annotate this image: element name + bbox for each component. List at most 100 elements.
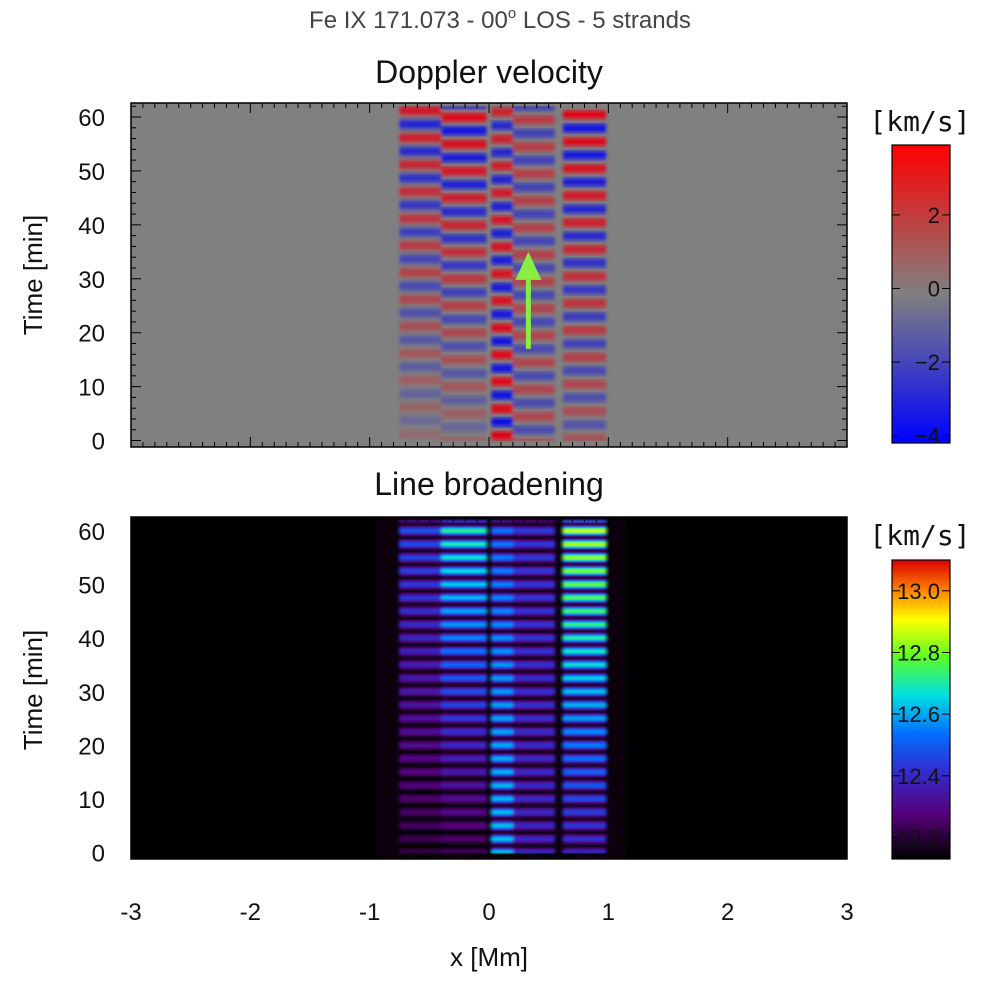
broadening-cell (399, 669, 442, 671)
broadening-cell (399, 718, 442, 721)
broadening-cell (441, 535, 487, 537)
doppler-cell (441, 222, 487, 226)
broadening-cell (441, 607, 487, 610)
broadening-cell (399, 729, 442, 732)
broadening-cell (512, 801, 555, 804)
broadening-cell (399, 675, 442, 678)
broadening-cell (563, 694, 606, 697)
doppler-cell (563, 254, 606, 258)
broadening-cell (512, 738, 555, 741)
broadening-cell (563, 557, 606, 560)
doppler-cell (399, 429, 442, 433)
doppler-cell (512, 243, 555, 247)
broadening-cell (563, 536, 606, 539)
doppler-cell (563, 141, 606, 145)
broadening-cell (512, 674, 555, 677)
doppler-cell (512, 324, 555, 328)
doppler-cell (512, 165, 555, 169)
broadening-cell (512, 559, 555, 561)
broadening-cell (512, 828, 555, 831)
broadening-cell (512, 553, 555, 556)
doppler-cell (399, 238, 442, 242)
broadening-cell (441, 719, 487, 722)
doppler-cell (399, 319, 442, 323)
broadening-cell (399, 603, 442, 606)
doppler-cell (441, 313, 487, 318)
broadening-cell (512, 729, 555, 732)
doppler-cell (563, 421, 606, 425)
broadening-cell (563, 677, 606, 679)
broadening-cell (399, 540, 442, 543)
doppler-cell (441, 219, 487, 223)
doppler-cell (563, 370, 606, 374)
broadening-cell (399, 817, 442, 820)
broadening-cell (563, 635, 606, 638)
broadening-cell (399, 536, 442, 539)
broadening-cell (399, 848, 442, 851)
broadening-cell (563, 772, 606, 775)
broadening-cell (399, 845, 442, 848)
broadening-cell (512, 803, 555, 805)
doppler-cell (512, 351, 555, 355)
broadening-cell (399, 694, 442, 697)
doppler-cell (563, 405, 606, 409)
doppler-cell (441, 179, 487, 183)
broadening-cell (441, 520, 487, 523)
doppler-cell (512, 346, 555, 350)
broadening-cell (512, 545, 555, 548)
broadening-cell (399, 559, 442, 561)
broadening-cell (563, 658, 606, 661)
doppler-cell (563, 378, 606, 382)
broadening-cell (563, 614, 606, 616)
broadening-cell (512, 627, 555, 630)
doppler-cell (441, 230, 487, 234)
broadening-cell (399, 753, 442, 756)
broadening-cell (512, 595, 555, 598)
broadening-cell (512, 536, 555, 539)
colorbar-tick-label: 12.4 (897, 764, 940, 789)
broadening-cell (563, 812, 606, 815)
doppler-cell (441, 421, 487, 425)
doppler-cell (399, 216, 442, 221)
broadening-cell (399, 659, 442, 662)
x-tick-label: 0 (482, 899, 495, 926)
broadening-cell (441, 681, 487, 683)
doppler-cell (512, 138, 555, 142)
doppler-cell (512, 257, 555, 261)
broadening-cell (563, 723, 606, 726)
doppler-cell (441, 265, 487, 269)
broadening-cell (512, 579, 555, 582)
broadening-cell (512, 785, 555, 788)
doppler-cell (563, 319, 606, 323)
broadening-cell (563, 733, 606, 736)
doppler-cell (512, 378, 555, 382)
broadening-cell (563, 740, 606, 742)
doppler-colorbar-unit: [km/s] (869, 105, 970, 138)
broadening-cell (441, 841, 487, 844)
broadening-cell (399, 702, 442, 705)
doppler-cell (441, 241, 487, 245)
broadening-cell (441, 824, 487, 827)
broadening-cell (512, 844, 555, 847)
broadening-cell (563, 634, 606, 636)
broadening-cell (441, 539, 487, 541)
broadening-cell (441, 615, 487, 618)
doppler-cell (563, 357, 606, 361)
broadening-cell (563, 667, 606, 670)
broadening-panel-title: Line broadening (374, 466, 604, 502)
doppler-cell (512, 429, 555, 433)
doppler-cell (563, 181, 606, 185)
broadening-cell (441, 642, 487, 645)
doppler-cell (441, 311, 487, 315)
broadening-cell (399, 671, 442, 674)
doppler-cell (563, 162, 606, 167)
broadening-cell (563, 596, 606, 599)
broadening-cell (512, 540, 555, 543)
doppler-cell (563, 200, 606, 204)
doppler-cell (441, 397, 487, 401)
doppler-cell (512, 386, 555, 390)
broadening-cell (399, 585, 442, 588)
doppler-cell (399, 176, 442, 180)
doppler-cell (399, 392, 442, 396)
colorbar-tick-label: −2 (915, 350, 940, 375)
